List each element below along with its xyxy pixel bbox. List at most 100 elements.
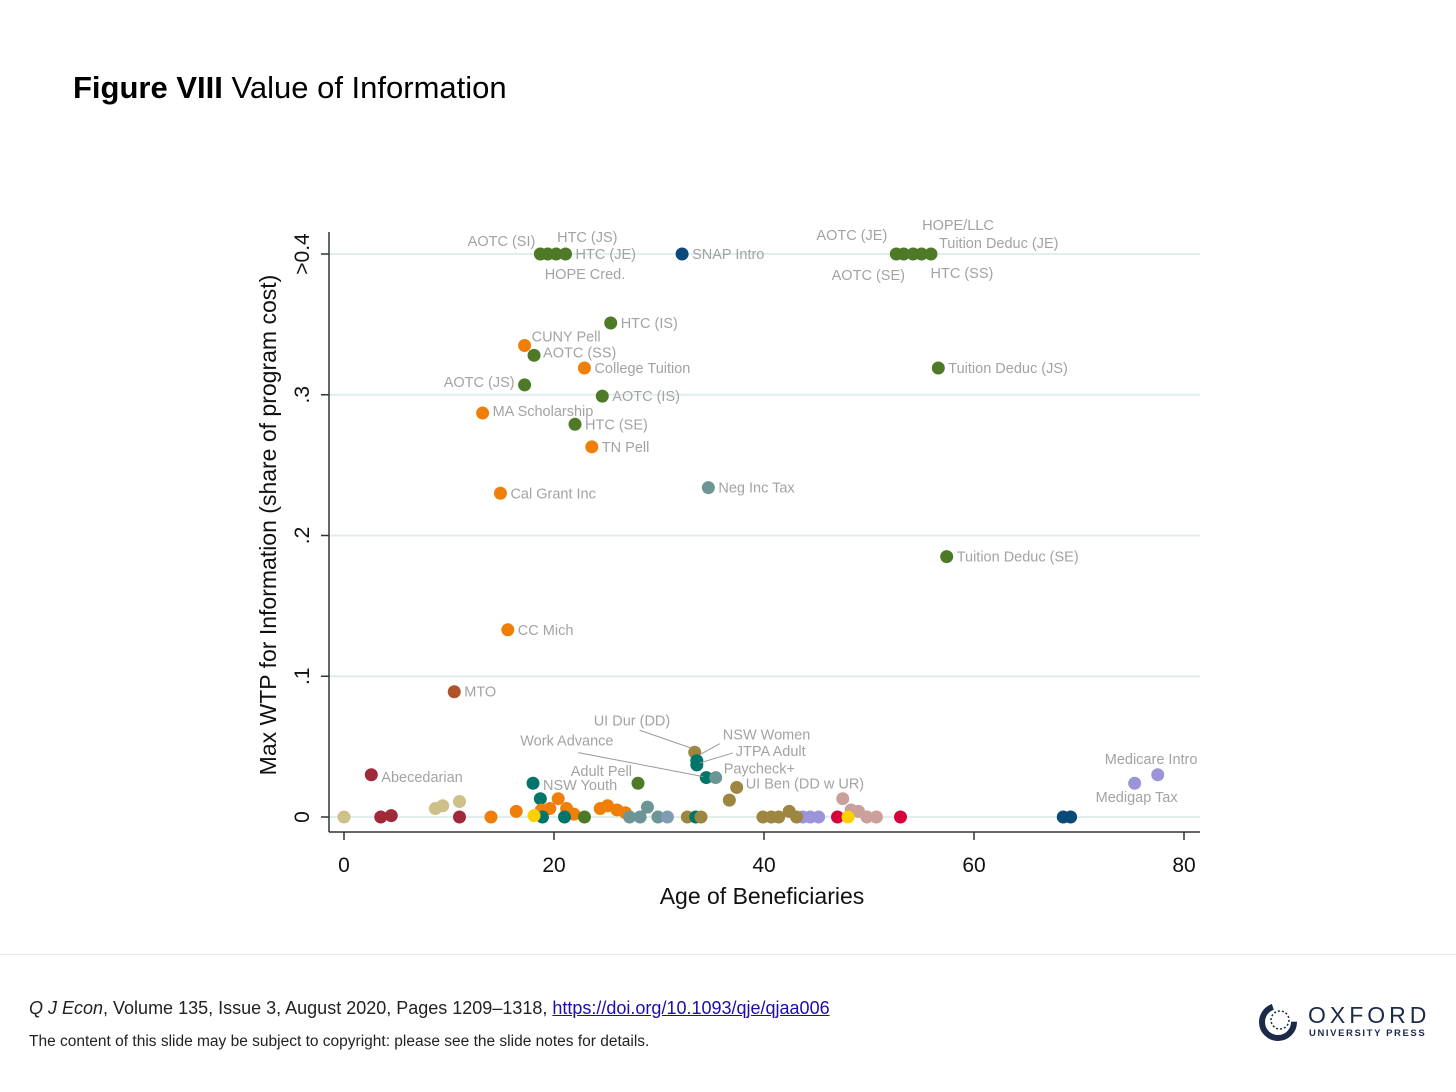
y-tick-label: 0 (291, 811, 314, 823)
point-label: AOTC (SS) (543, 345, 616, 361)
x-tick-label: 60 (962, 854, 985, 877)
point-label: AOTC (JE) (816, 228, 887, 244)
point-label: Neg Inc Tax (718, 481, 795, 497)
data-point (924, 247, 938, 261)
citation-text: , Volume 135, Issue 3, August 2020, Page… (103, 998, 553, 1018)
point-label: College Tuition (594, 361, 690, 377)
data-point (701, 481, 715, 495)
y-tick-label: .3 (291, 386, 314, 404)
point-label: UI Ben (DD w UR) (746, 776, 864, 792)
data-point (812, 810, 826, 824)
figure-label: Figure VIII (73, 70, 223, 105)
data-point (915, 247, 928, 261)
data-point (1128, 776, 1142, 790)
footer-divider (0, 954, 1456, 955)
point-label: Work Advance (520, 734, 613, 750)
point-label: SNAP Intro (692, 247, 764, 263)
data-point (577, 810, 591, 824)
data-point (772, 810, 786, 824)
data-point (790, 810, 804, 824)
publisher-subtitle: UNIVERSITY PRESS (1309, 1028, 1427, 1039)
point-label: Tuition Deduc (SE) (957, 550, 1079, 566)
point-label: NSW Women (723, 728, 811, 744)
data-point (364, 768, 378, 782)
oxford-logo: OXFORD UNIVERSITY PRESS (1258, 1002, 1433, 1042)
x-tick-label: 40 (752, 854, 775, 877)
point-label: Medicare Intro (1105, 752, 1198, 768)
data-point (518, 338, 532, 352)
data-point (551, 792, 565, 806)
figure-title-text: Value of Information (231, 70, 507, 105)
data-point (860, 810, 874, 824)
data-point (675, 247, 689, 261)
data-point (640, 800, 654, 814)
point-label: Paycheck+ (724, 762, 795, 778)
data-point (722, 793, 736, 807)
point-label: AOTC (JS) (444, 375, 515, 391)
data-point (631, 776, 645, 790)
leader-line (699, 743, 721, 756)
data-point (623, 810, 637, 824)
point-label: MTO (464, 685, 496, 701)
data-point (436, 799, 450, 813)
data-point (493, 486, 507, 500)
point-label: Abecedarian (381, 770, 462, 786)
data-point (501, 623, 515, 637)
data-point (509, 804, 523, 818)
data-point (869, 810, 883, 824)
point-label: HTC (IS) (621, 316, 678, 332)
y-tick-label: >0.4 (291, 233, 314, 275)
citation: Q J Econ, Volume 135, Issue 3, August 20… (29, 998, 830, 1019)
leader-line (639, 729, 692, 749)
data-point (709, 771, 723, 785)
point-label: Adult Pell (571, 764, 632, 780)
data-point (484, 810, 498, 824)
point-label: AOTC (SE) (832, 268, 905, 284)
figure-title: Figure VIII Value of Information (73, 70, 507, 106)
data-point (1064, 810, 1078, 824)
point-label: Cal Grant Inc (510, 486, 595, 502)
data-point (384, 809, 398, 823)
journal-name: Q J Econ (29, 998, 104, 1018)
point-label: NSW Youth (543, 778, 617, 794)
data-point (568, 417, 582, 431)
point-label: HOPE Cred. (545, 267, 626, 283)
copyright-notice: The content of this slide may be subject… (29, 1033, 650, 1050)
data-point (897, 247, 911, 261)
data-point (559, 247, 573, 261)
point-label: AOTC (SI) (468, 234, 536, 250)
doi-link[interactable]: https://doi.org/10.1093/qje/qjaa006 (552, 998, 830, 1018)
point-label: Tuition Deduc (JE) (939, 236, 1059, 252)
x-tick-label: 20 (542, 854, 565, 877)
point-label: HTC (JS) (557, 230, 617, 246)
point-label: CC Mich (518, 623, 574, 639)
y-tick-label: .1 (291, 667, 314, 685)
x-tick-label: 80 (1172, 854, 1195, 877)
data-point (699, 771, 713, 785)
y-tick-label: .2 (291, 527, 314, 545)
data-point (585, 440, 599, 454)
point-label: HTC (SE) (585, 417, 648, 433)
point-label: Tuition Deduc (JS) (948, 361, 1068, 377)
data-point (453, 795, 466, 809)
data-point (453, 810, 466, 824)
point-label: Medigap Tax (1096, 790, 1179, 806)
data-point (527, 348, 541, 362)
data-point (831, 810, 844, 824)
data-point (337, 810, 351, 824)
point-label: HOPE/LLC (922, 218, 994, 234)
data-point (533, 792, 547, 806)
point-label: HTC (JE) (576, 247, 636, 263)
data-point (1151, 768, 1165, 782)
data-point (690, 758, 704, 772)
point-label: JTPA Adult (736, 744, 806, 760)
data-point (660, 810, 674, 824)
point-label: AOTC (IS) (612, 389, 680, 405)
point-label: UI Dur (DD) (594, 713, 671, 729)
data-point (577, 361, 591, 375)
data-point (940, 550, 954, 564)
data-point (447, 685, 461, 699)
point-label: HTC (SS) (931, 266, 994, 282)
data-point (549, 247, 563, 261)
data-point (604, 316, 618, 330)
